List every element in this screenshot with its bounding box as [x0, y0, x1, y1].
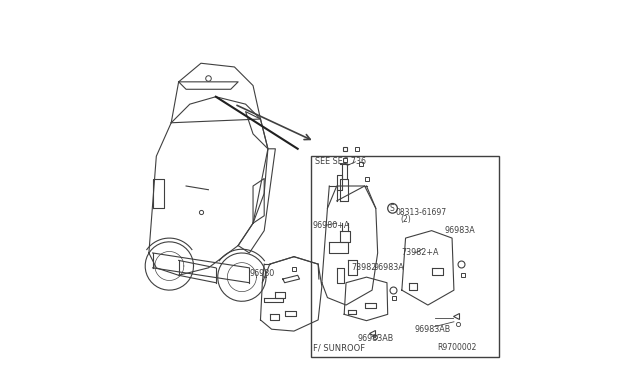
Text: 96983A: 96983A — [445, 226, 476, 235]
Text: 96983AB: 96983AB — [415, 325, 451, 334]
Text: S: S — [389, 204, 394, 213]
Text: SEE SEC 736: SEE SEC 736 — [315, 157, 366, 166]
Text: 73982+A: 73982+A — [402, 248, 439, 257]
Bar — [310, 156, 499, 357]
Text: (2): (2) — [400, 215, 411, 224]
Text: F/ SUNROOF: F/ SUNROOF — [312, 343, 365, 352]
Text: 96983AB: 96983AB — [357, 334, 394, 343]
Text: 08313-61697: 08313-61697 — [396, 208, 447, 217]
Text: R9700002: R9700002 — [437, 343, 477, 352]
Text: 73982: 73982 — [351, 263, 377, 272]
Text: 96983A: 96983A — [374, 263, 404, 272]
Text: 96980: 96980 — [250, 269, 275, 278]
Text: 96980+A: 96980+A — [312, 221, 350, 230]
